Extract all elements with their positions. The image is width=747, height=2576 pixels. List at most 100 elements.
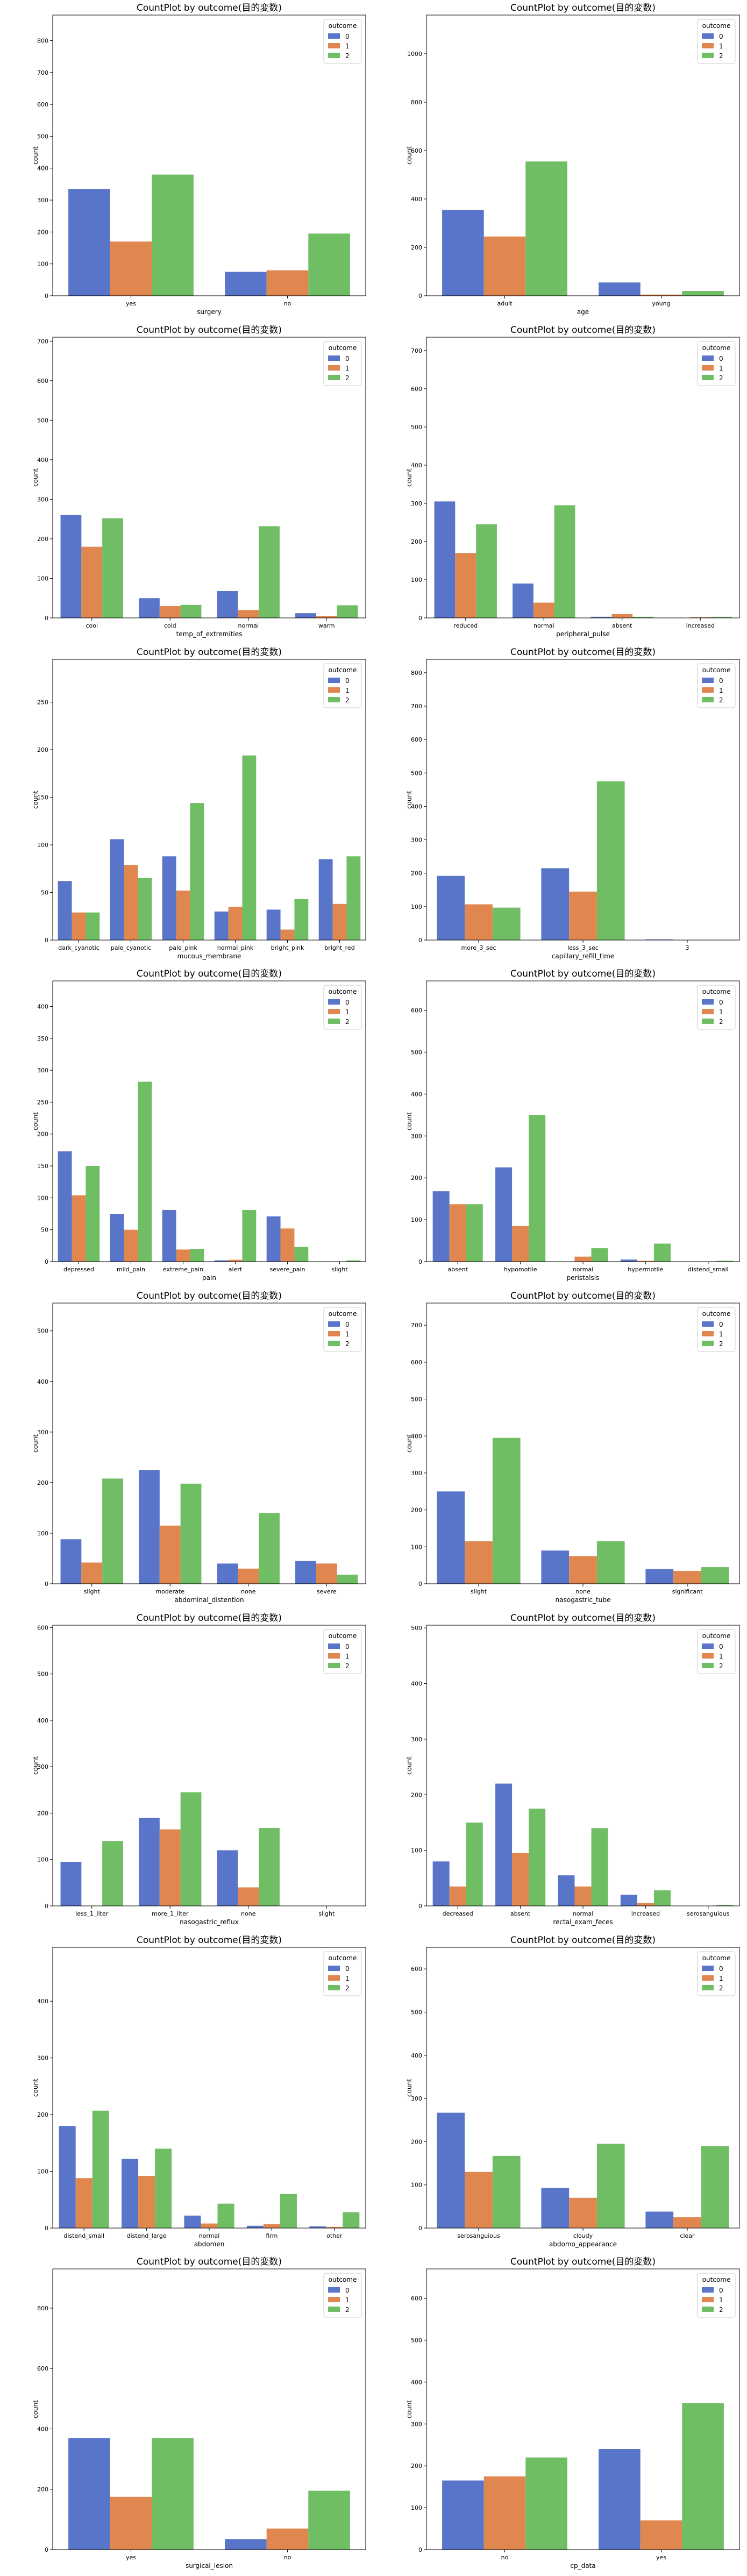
x-axis-title: pain — [202, 1274, 216, 1282]
y-tick-label: 100 — [37, 1195, 48, 1202]
bar-reduced-outcome-2 — [476, 524, 497, 618]
y-tick-label: 0 — [45, 1903, 48, 1910]
y-tick-label: 700 — [37, 69, 48, 76]
legend-title: outcome — [329, 1954, 357, 1962]
legend-swatch-0 — [328, 1643, 340, 1649]
legend-swatch-2 — [328, 696, 340, 702]
legend-label-0: 0 — [345, 1965, 350, 1973]
bar-absent-outcome-0 — [495, 1783, 513, 1906]
x-tick-label: none — [241, 1910, 256, 1917]
bar-increased-outcome-2 — [710, 616, 732, 618]
legend-swatch-1 — [328, 1009, 340, 1015]
y-tick-label: 100 — [37, 1856, 48, 1863]
x-tick-label: alert — [229, 1266, 243, 1273]
x-tick-label: none — [575, 1588, 591, 1595]
bar-severe-outcome-0 — [295, 1561, 316, 1584]
legend-box — [697, 663, 736, 708]
chart-title: CountPlot by outcome(目的変数) — [137, 1613, 282, 1624]
y-tick-label: 100 — [411, 1216, 422, 1223]
y-tick-label: 100 — [37, 1530, 48, 1537]
legend-box — [323, 2273, 362, 2318]
legend-swatch-1 — [702, 43, 714, 48]
plot-frame — [52, 2268, 366, 2550]
legend-label-1: 1 — [345, 1975, 350, 1982]
y-tick-label: 600 — [411, 147, 422, 154]
bar-bright_pink-outcome-2 — [294, 899, 309, 940]
y-tick-label: 100 — [411, 2504, 422, 2511]
bar-none-outcome-2 — [259, 1827, 280, 1906]
x-tick-label: reduced — [453, 622, 478, 629]
x-tick-label: increased — [686, 622, 715, 629]
y-tick-label: 800 — [37, 2305, 48, 2312]
legend-label-0: 0 — [719, 2287, 723, 2294]
legend-label-0: 0 — [719, 1965, 723, 1973]
legend-box — [697, 341, 736, 386]
y-tick-label: 600 — [411, 1007, 422, 1014]
bar-more_3_sec-outcome-2 — [492, 907, 521, 940]
y-tick-label: 250 — [37, 699, 48, 706]
countplot-peristalsis: CountPlot by outcome(目的変数) 0 100 200 300 400 5… — [374, 966, 747, 1287]
plot-frame — [52, 1947, 366, 2228]
bar-no-outcome-1 — [266, 2528, 309, 2550]
chart-svg: CountPlot by outcome(目的変数) 0 200 400 600 800 1… — [405, 3, 740, 316]
y-tick-label: 200 — [37, 746, 48, 753]
bar-cloudy-outcome-1 — [569, 2197, 597, 2228]
bar-depressed-outcome-2 — [86, 1166, 100, 1262]
bar-none-outcome-2 — [596, 1541, 625, 1584]
bar-yes-outcome-2 — [682, 2403, 724, 2550]
bar-less_3_sec-outcome-0 — [541, 867, 570, 940]
legend-label-0: 0 — [719, 677, 723, 685]
bar-normal-outcome-2 — [591, 1828, 608, 1906]
y-axis-title: count — [32, 2078, 39, 2096]
legend-label-1: 1 — [719, 2296, 723, 2304]
legend-swatch-2 — [702, 53, 714, 58]
countplot-peripheral_pulse: CountPlot by outcome(目的変数) 0 100 200 300 400 5… — [374, 322, 747, 644]
legend-swatch-2 — [702, 1019, 714, 1024]
y-tick-label: 600 — [37, 378, 48, 385]
plot-frame — [426, 980, 740, 1262]
chart-title: CountPlot by outcome(目的変数) — [510, 1613, 656, 1624]
y-tick-label: 0 — [45, 937, 48, 944]
bar-yes-outcome-1 — [640, 2520, 682, 2550]
bar-normal-outcome-2 — [259, 526, 280, 618]
bar-warm-outcome-0 — [295, 613, 316, 618]
bar-slight-outcome-0 — [437, 1491, 465, 1584]
x-tick-label: normal — [573, 1910, 594, 1917]
plot-frame — [426, 2268, 740, 2550]
bar-none-outcome-1 — [238, 1568, 259, 1584]
bar-clear-outcome-2 — [701, 2145, 729, 2228]
legend-swatch-1 — [702, 687, 714, 693]
y-tick-label: 200 — [411, 244, 422, 251]
legend-label-0: 0 — [719, 355, 723, 362]
y-tick-label: 0 — [418, 615, 422, 622]
y-tick-label: 800 — [411, 99, 422, 106]
legend-swatch-2 — [702, 1662, 714, 1668]
bar-young-outcome-1 — [640, 294, 682, 296]
legend-swatch-0 — [702, 355, 714, 361]
legend-swatch-0 — [328, 355, 340, 361]
legend-swatch-1 — [702, 1009, 714, 1015]
bar-warm-outcome-2 — [337, 605, 358, 618]
legend-label-2: 2 — [345, 1340, 350, 1348]
bar-increased-outcome-2 — [653, 1890, 671, 1906]
bar-yes-outcome-1 — [110, 241, 152, 296]
bar-severe-outcome-1 — [316, 1563, 337, 1584]
chart-svg: CountPlot by outcome(目的変数) 0 100 200 300 400 5… — [405, 1291, 740, 1604]
x-tick-label: hypermotile — [628, 1266, 663, 1273]
bar-hypomotile-outcome-2 — [529, 1115, 546, 1262]
legend-label-0: 0 — [345, 2287, 350, 2294]
y-tick-label: 500 — [411, 770, 422, 777]
bar-cold-outcome-2 — [180, 604, 202, 618]
legend-title: outcome — [702, 666, 731, 674]
legend-box — [697, 985, 736, 1030]
legend-swatch-2 — [328, 374, 340, 380]
y-tick-label: 400 — [411, 196, 422, 203]
y-tick-label: 400 — [37, 457, 48, 464]
bar-cool-outcome-1 — [81, 546, 103, 618]
plot-frame — [426, 1947, 740, 2228]
bar-no-outcome-0 — [442, 2480, 484, 2550]
y-tick-label: 500 — [411, 1396, 422, 1403]
bar-no-outcome-1 — [483, 2476, 526, 2550]
bar-other-outcome-0 — [309, 2226, 326, 2228]
chart-title: CountPlot by outcome(目的変数) — [137, 1935, 282, 1946]
